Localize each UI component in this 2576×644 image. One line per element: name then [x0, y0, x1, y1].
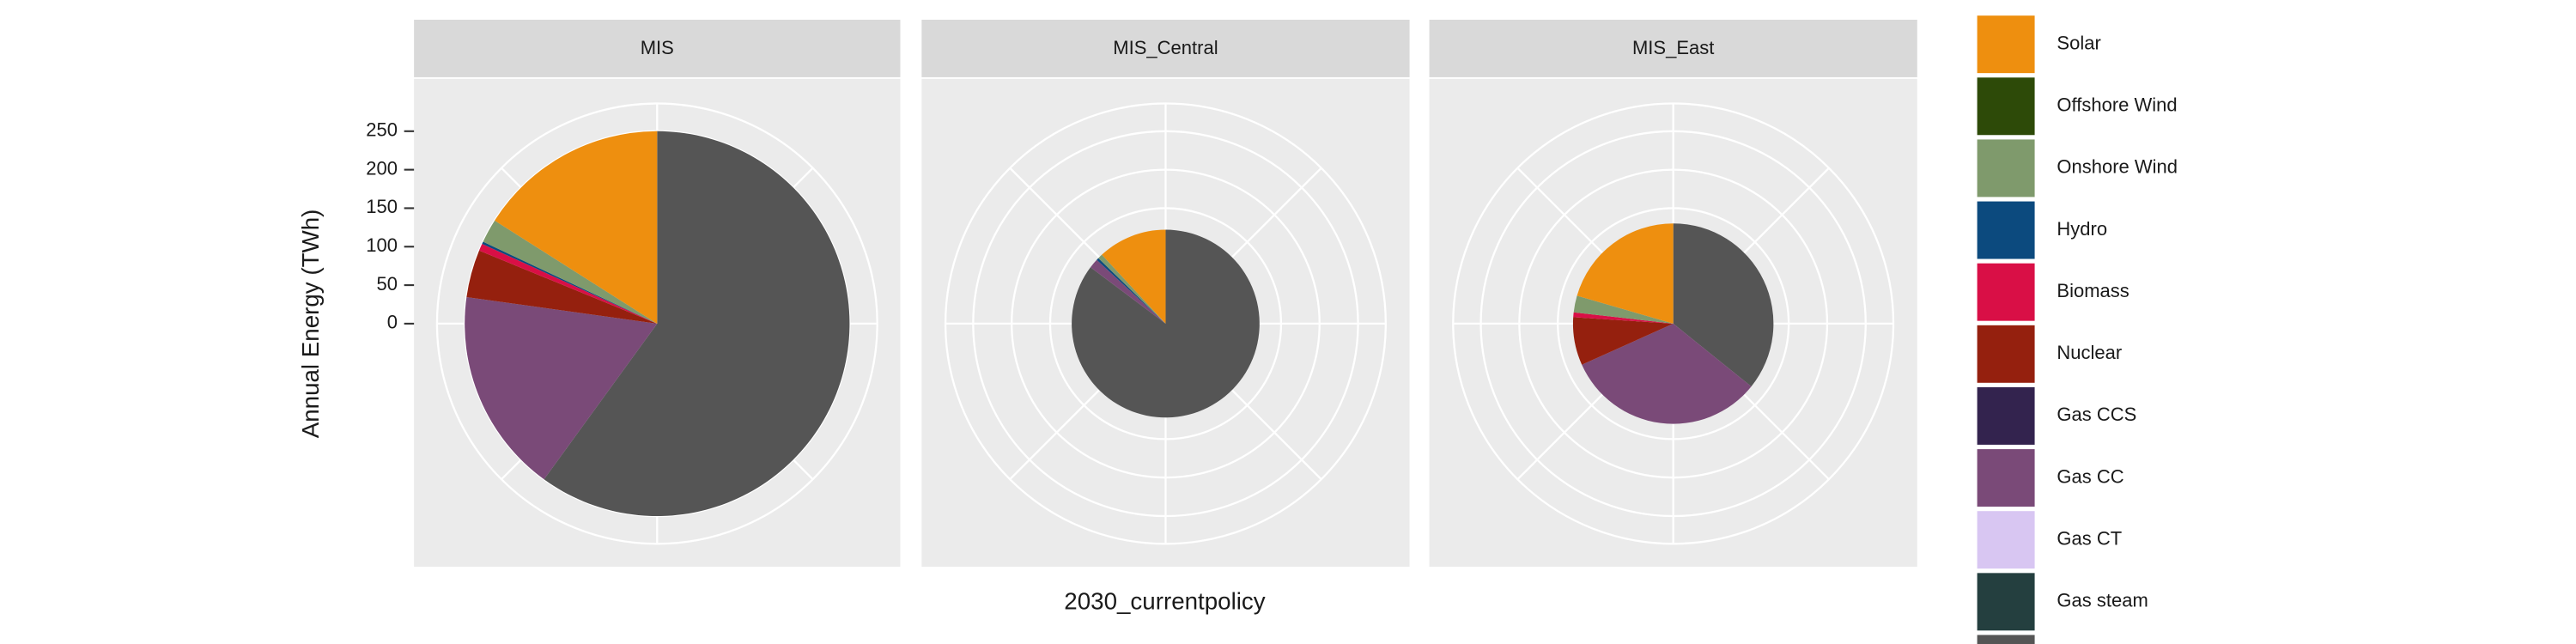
pie-slice: [1097, 258, 1166, 324]
pie-slice: [465, 297, 658, 480]
legend-label: Gas steam: [2057, 590, 2148, 611]
legend-swatch: [1975, 633, 2037, 644]
pie-slice: [1102, 229, 1166, 324]
strip: [921, 19, 1410, 77]
pie-slice: [495, 131, 658, 324]
y-tick-label: 50: [377, 273, 398, 295]
pie-slice: [1098, 254, 1166, 324]
legend-label: Gas CT: [2057, 528, 2122, 550]
pie-slice: [1577, 223, 1674, 324]
y-tick-label: 100: [366, 234, 398, 256]
pie-slice: [1582, 323, 1752, 424]
y-tick-label: 0: [387, 312, 398, 333]
legend-label: Offshore Wind: [2057, 94, 2177, 116]
strip: [414, 19, 901, 77]
pie-slice: [1090, 259, 1166, 324]
legend-label: Solar: [2057, 32, 2100, 53]
pie-slice: [1072, 229, 1260, 418]
pie-slice: [478, 244, 658, 324]
y-tick-label: 200: [366, 157, 398, 179]
legend-label: Nuclear: [2057, 342, 2122, 363]
legend-label: Onshore Wind: [2057, 156, 2178, 178]
y-tick-label: 150: [366, 196, 398, 217]
legend-swatch: [1975, 137, 2037, 199]
legend-label: Gas CCS: [2057, 404, 2136, 425]
legend-swatch: [1975, 14, 2037, 76]
strip: [1429, 19, 1917, 77]
legend-swatch: [1975, 447, 2037, 508]
x-axis-title: 2030_currentpolicy: [1064, 587, 1265, 614]
y-axis-title: Annual Energy (TWh): [297, 210, 324, 439]
pie-slice: [483, 220, 658, 324]
strip-label: MIS: [641, 37, 674, 58]
strip-label: MIS_Central: [1113, 37, 1218, 58]
y-tick-label: 250: [366, 119, 398, 141]
legend-label: Gas CC: [2057, 465, 2123, 487]
pie-slice: [466, 250, 658, 324]
pie-slice: [544, 131, 850, 517]
legend-swatch: [1975, 76, 2037, 137]
pie-slice: [1573, 312, 1674, 324]
legend-label: Biomass: [2057, 280, 2129, 301]
pie-slice: [1673, 223, 1774, 387]
legend-swatch: [1975, 323, 2037, 385]
legend-swatch: [1975, 509, 2037, 571]
pie-slice: [1572, 317, 1674, 365]
legend-swatch: [1975, 199, 2037, 261]
pie-slice: [482, 241, 658, 324]
strip-label: MIS_East: [1632, 37, 1714, 58]
legend-swatch: [1975, 571, 2037, 633]
pie-slice: [1573, 295, 1674, 324]
legend-swatch: [1975, 386, 2037, 447]
legend-label: Hydro: [2057, 218, 2107, 240]
legend-swatch: [1975, 261, 2037, 323]
